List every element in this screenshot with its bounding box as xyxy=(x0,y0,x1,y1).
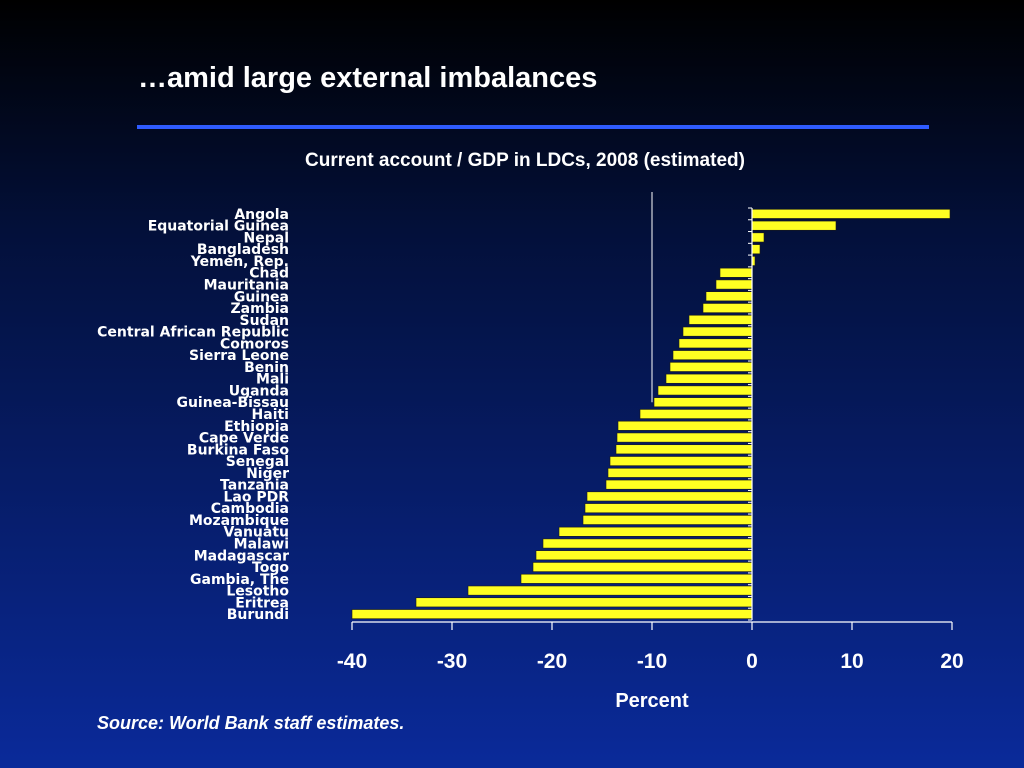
category-label-24: Lao PDR xyxy=(223,489,289,505)
bar-33 xyxy=(415,597,753,608)
category-label-21: Senegal xyxy=(226,454,289,470)
bar-21 xyxy=(609,456,753,466)
bar-26 xyxy=(582,515,753,525)
category-label-31: Gambia, The xyxy=(190,572,289,588)
bar-19 xyxy=(616,432,753,443)
bar-1 xyxy=(751,220,837,231)
bar-25 xyxy=(584,503,753,514)
bar-9 xyxy=(688,314,753,325)
bar-6 xyxy=(715,279,753,290)
bar-0 xyxy=(751,208,951,219)
category-label-17: Haiti xyxy=(252,407,289,423)
bars-group xyxy=(351,208,951,620)
category-label-18: Ethiopia xyxy=(224,419,289,435)
category-label-0: Angola xyxy=(234,207,289,223)
title-rule xyxy=(137,125,929,129)
x-tick-label-1: -30 xyxy=(437,650,467,673)
bar-12 xyxy=(672,350,753,361)
slide-title: …amid large external imbalances xyxy=(138,62,598,94)
category-label-10: Central African Republic xyxy=(97,325,289,341)
bar-15 xyxy=(657,385,753,396)
category-label-19: Cape Verde xyxy=(199,431,289,447)
source-note: Source: World Bank staff estimates. xyxy=(97,713,405,733)
bar-20 xyxy=(615,444,753,455)
bar-34 xyxy=(351,609,753,620)
x-tick-label-5: 10 xyxy=(840,650,863,673)
category-label-20: Burkina Faso xyxy=(187,442,289,458)
bar-3 xyxy=(751,244,761,255)
x-axis-title: Percent xyxy=(615,690,689,712)
category-label-33: Eritrea xyxy=(235,595,289,611)
category-label-32: Lesotho xyxy=(226,584,289,600)
chart-title: Current account / GDP in LDCs, 2008 (est… xyxy=(305,150,745,171)
bar-18 xyxy=(617,420,753,431)
category-label-9: Sudan xyxy=(240,313,290,329)
bar-2 xyxy=(751,232,765,243)
category-label-22: Niger xyxy=(246,466,289,482)
x-tick-label-4: 0 xyxy=(746,650,758,673)
category-label-16: Guinea-Bissau xyxy=(176,395,289,411)
bar-5 xyxy=(719,267,753,278)
category-label-3: Bangladesh xyxy=(197,242,289,258)
bar-29 xyxy=(535,550,753,561)
x-tick-label-6: 20 xyxy=(940,650,963,673)
category-label-12: Sierra Leone xyxy=(189,348,289,364)
bar-13 xyxy=(669,362,753,372)
axes-group: -40 -30 -20 -10 0 10 20 xyxy=(337,192,964,673)
category-label-1: Equatorial Guinea xyxy=(148,219,289,235)
category-label-8: Zambia xyxy=(231,301,289,317)
bar-16 xyxy=(653,397,753,408)
bar-11 xyxy=(678,338,753,349)
bar-31 xyxy=(520,573,753,584)
category-label-25: Cambodia xyxy=(211,501,289,517)
category-label-14: Mali xyxy=(256,372,289,388)
category-label-2: Nepal xyxy=(244,230,289,246)
category-label-23: Tanzania xyxy=(220,478,289,494)
bar-22 xyxy=(607,467,753,478)
category-label-15: Uganda xyxy=(229,383,289,399)
category-label-34: Burundi xyxy=(227,607,289,623)
category-label-11: Comoros xyxy=(220,336,289,352)
bar-30 xyxy=(532,562,753,572)
category-label-29: Madagascar xyxy=(194,548,289,564)
bar-27 xyxy=(558,526,753,537)
bar-17 xyxy=(639,409,753,419)
x-tick-label-2: -20 xyxy=(537,650,567,673)
category-label-5: Chad xyxy=(249,266,289,282)
category-label-28: Malawi xyxy=(234,536,289,552)
category-label-6: Mauritania xyxy=(204,278,289,294)
category-label-7: Guinea xyxy=(234,289,289,305)
x-tick-label-0: -40 xyxy=(337,650,367,673)
bar-14 xyxy=(665,373,753,384)
category-label-27: Vanuatu xyxy=(223,525,289,541)
bar-10 xyxy=(682,326,753,337)
category-label-30: Togo xyxy=(252,560,289,576)
bar-28 xyxy=(542,538,753,549)
x-tick-label-3: -10 xyxy=(637,650,667,673)
category-label-26: Mozambique xyxy=(189,513,289,529)
bar-23 xyxy=(605,479,753,490)
bar-7 xyxy=(705,291,753,302)
bar-8 xyxy=(702,303,753,313)
bar-32 xyxy=(467,585,753,596)
category-label-13: Benin xyxy=(244,360,289,376)
category-label-4: Yemen, Rep. xyxy=(190,254,289,270)
bar-24 xyxy=(586,491,753,502)
